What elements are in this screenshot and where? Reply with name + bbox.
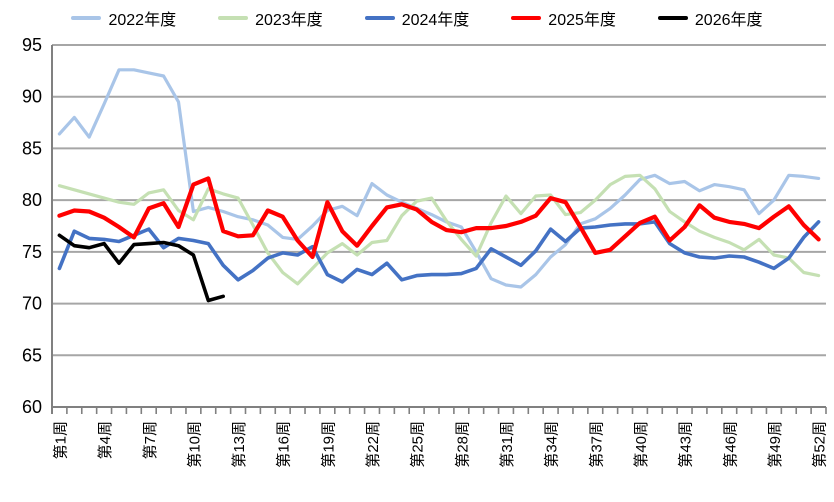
- x-axis-label-34: 第34周: [543, 421, 561, 468]
- y-axis-label-75: 75: [22, 242, 42, 262]
- y-axis-label-90: 90: [22, 87, 42, 107]
- x-axis-label-13: 第13周: [230, 421, 248, 468]
- legend-swatch-icon: [511, 16, 542, 20]
- legend-item-2024年度: 2024年度: [364, 6, 470, 30]
- x-axis-label-43: 第43周: [677, 421, 695, 468]
- x-axis-label-46: 第46周: [721, 421, 739, 468]
- x-axis-label-37: 第37周: [587, 421, 605, 468]
- y-axis-label-80: 80: [22, 190, 42, 210]
- x-axis-label-10: 第10周: [185, 421, 203, 468]
- x-axis-label-22: 第22周: [364, 421, 382, 468]
- x-axis-label-49: 第49周: [766, 421, 784, 468]
- series-line-2026年度: [57, 233, 225, 303]
- legend-swatch-icon: [218, 16, 249, 20]
- x-axis-label-1: 第1周: [51, 421, 69, 459]
- x-axis-label-16: 第16周: [275, 421, 293, 468]
- x-axis-label-28: 第28周: [453, 421, 471, 468]
- legend-label: 2025年度: [548, 12, 616, 29]
- legend-item-2022年度: 2022年度: [71, 6, 176, 30]
- y-axis-label-60: 60: [22, 397, 42, 417]
- x-axis-label-31: 第31周: [498, 421, 516, 468]
- y-axis-label-85: 85: [22, 138, 42, 158]
- legend-item-2023年度: 2023年度: [218, 6, 323, 30]
- x-axis-label-40: 第40周: [632, 421, 650, 468]
- x-axis-label-25: 第25周: [409, 421, 427, 468]
- y-axis-label-95: 95: [22, 35, 42, 55]
- legend-swatch-icon: [364, 16, 395, 20]
- x-axis-label-52: 第52周: [811, 421, 829, 468]
- legend-item-2025年度: 2025年度: [511, 6, 616, 30]
- chart-legend: 2022年度 2023年度 2024年度 2025年度 2026年度: [0, 6, 834, 30]
- legend-label: 2023年度: [255, 12, 323, 29]
- series-line-2022年度: [57, 68, 821, 289]
- y-axis-label-70: 70: [22, 294, 42, 314]
- x-axis-label-19: 第19周: [319, 421, 337, 468]
- legend-swatch-icon: [657, 16, 688, 20]
- series-line-2023年度: [57, 173, 821, 286]
- legend-label: 2022年度: [108, 12, 177, 29]
- series-line-2024年度: [57, 220, 821, 284]
- x-axis-label-4: 第4周: [96, 421, 114, 459]
- y-axis-label-65: 65: [22, 345, 42, 365]
- legend-label: 2024年度: [401, 12, 470, 29]
- legend-item-2026年度: 2026年度: [657, 6, 763, 30]
- legend-label: 2026年度: [694, 12, 763, 29]
- series-line-2025年度: [57, 176, 821, 260]
- legend-swatch-icon: [71, 16, 102, 20]
- x-axis-label-7: 第7周: [141, 421, 159, 459]
